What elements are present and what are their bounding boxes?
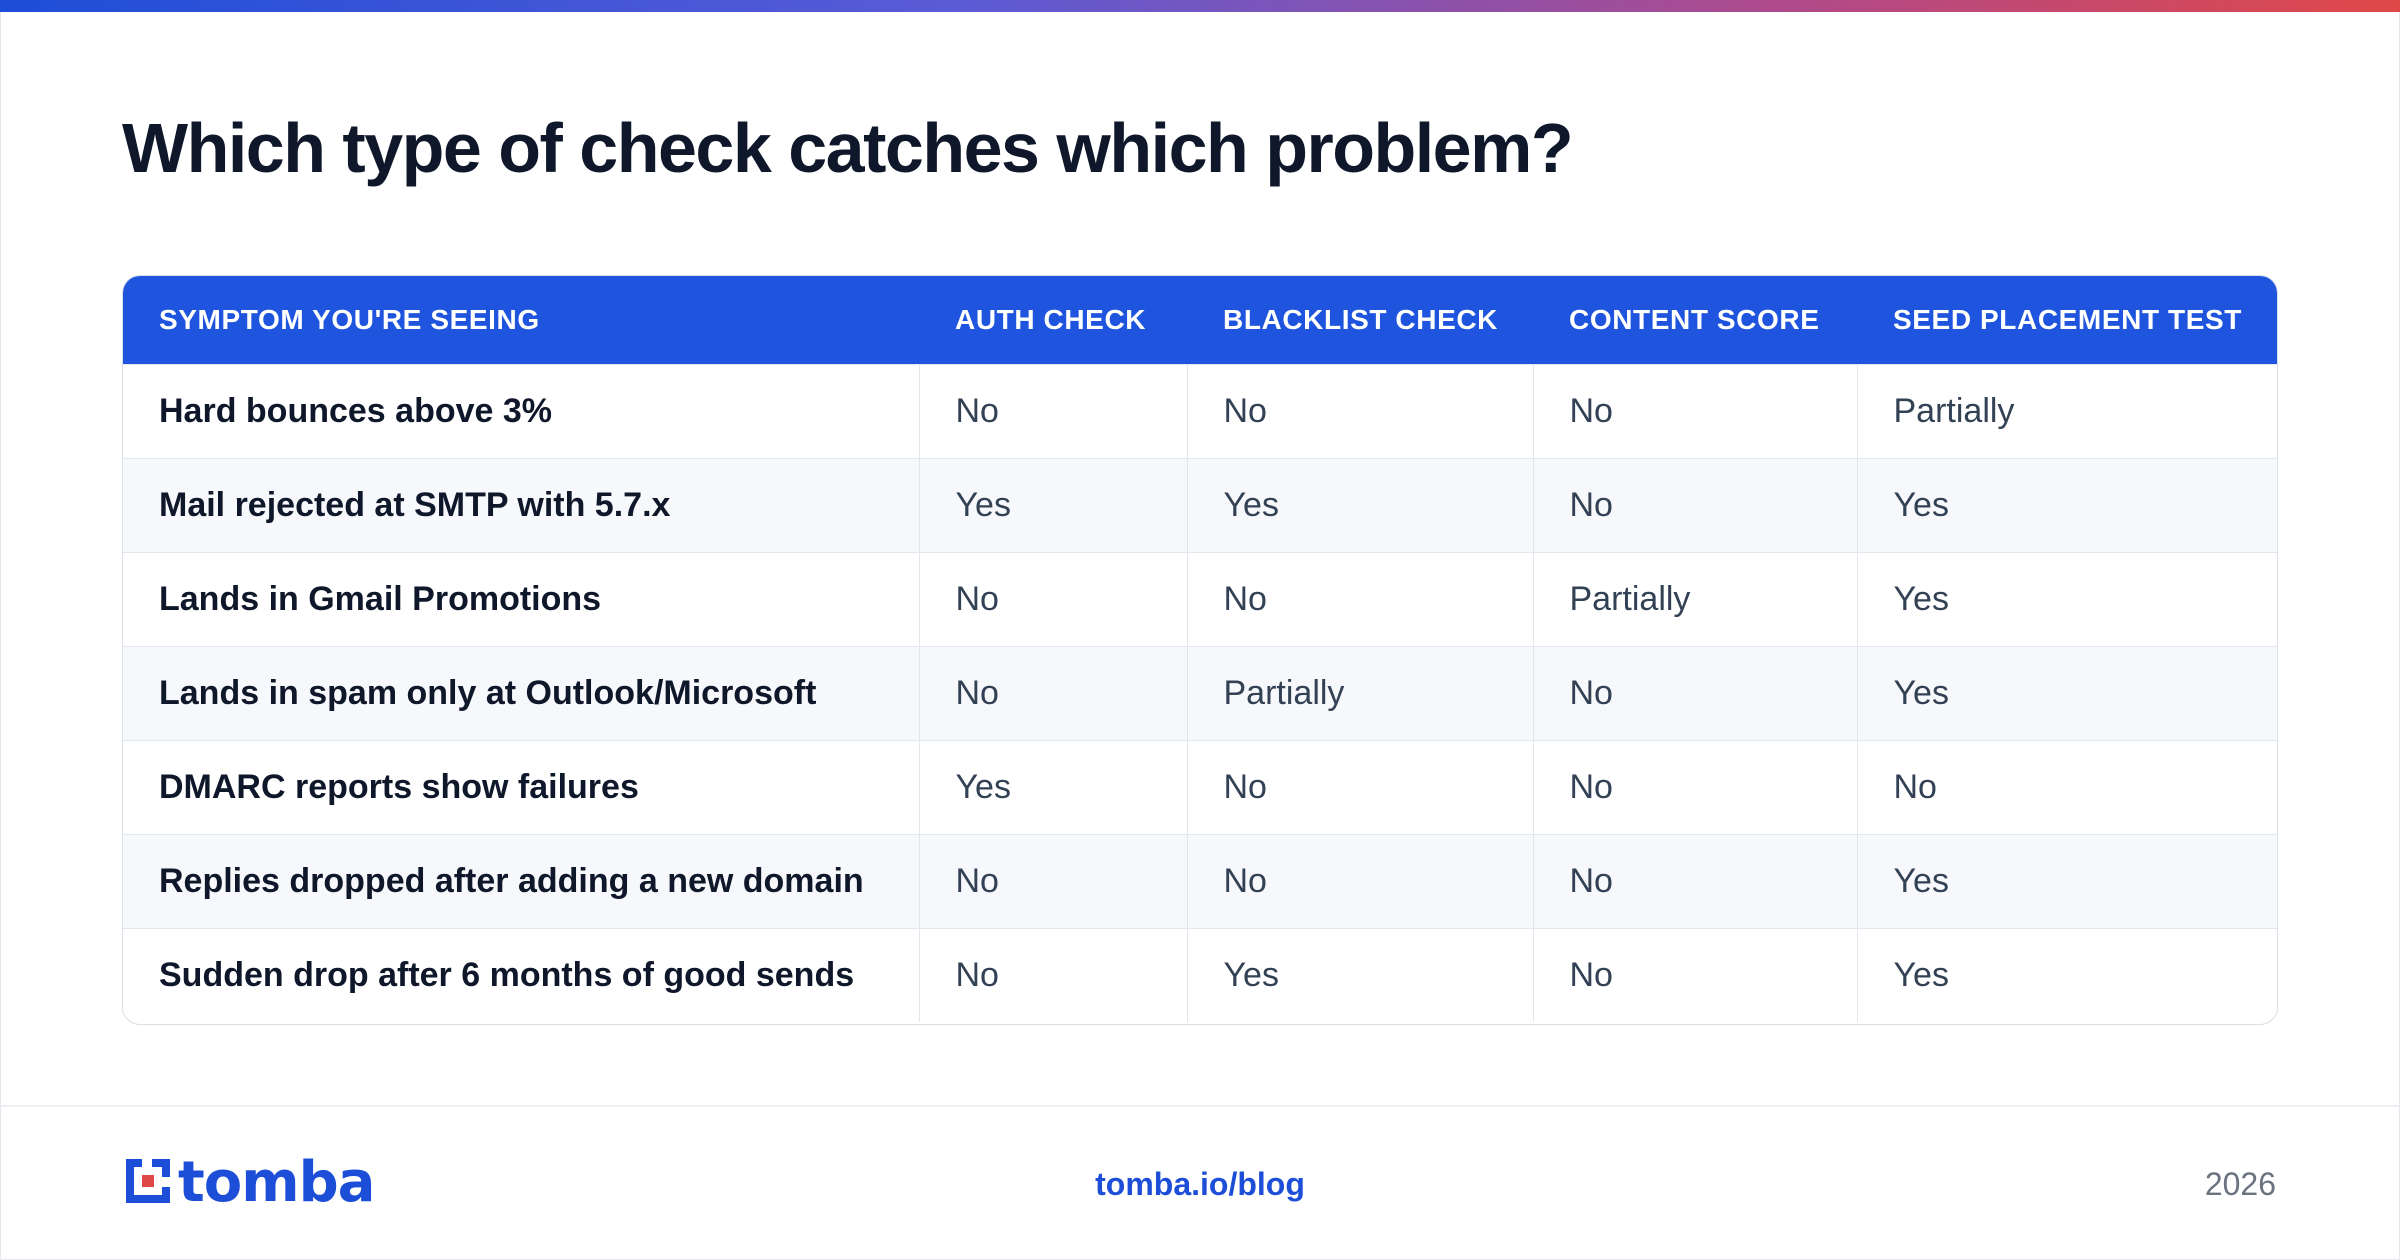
content-score-cell: No [1532, 739, 1857, 834]
content-score-cell: No [1532, 645, 1857, 740]
auth-check-cell: No [918, 551, 1187, 646]
footer-divider [0, 1105, 2400, 1107]
auth-check-cell: No [918, 645, 1187, 740]
symptom-cell: Hard bounces above 3% [123, 363, 919, 458]
gradient-accent-bar [0, 0, 2400, 12]
content-score-cell: No [1532, 457, 1857, 552]
header-blacklist-check: BLACKLIST CHECK [1223, 303, 1498, 335]
blacklist-check-cell: Yes [1186, 457, 1533, 552]
seed-placement-cell: No [1856, 739, 2277, 834]
seed-placement-cell: Yes [1856, 645, 2277, 740]
content-score-cell: No [1532, 833, 1857, 928]
table-row: Sudden drop after 6 months of good sends… [123, 927, 2277, 1022]
auth-check-cell: No [918, 833, 1187, 928]
seed-placement-cell: Yes [1856, 927, 2277, 1022]
auth-check-cell: Yes [918, 739, 1187, 834]
header-content-score: CONTENT SCORE [1569, 303, 1820, 335]
auth-check-cell: No [918, 927, 1187, 1022]
header-seed-placement-test: SEED PLACEMENT TEST [1893, 303, 2242, 335]
content-score-cell: No [1532, 927, 1857, 1022]
blacklist-check-cell: Yes [1186, 927, 1533, 1022]
symptom-cell: Sudden drop after 6 months of good sends [123, 927, 919, 1022]
symptom-cell: Replies dropped after adding a new domai… [123, 833, 919, 928]
table-row: DMARC reports show failures Yes No No No [123, 739, 2277, 834]
seed-placement-cell: Yes [1856, 551, 2277, 646]
page-title: Which type of check catches which proble… [122, 109, 1574, 187]
blog-link[interactable]: tomba.io/blog [1095, 1166, 1305, 1202]
seed-placement-cell: Partially [1856, 363, 2277, 458]
auth-check-cell: Yes [918, 457, 1187, 552]
comparison-table-container: SYMPTOM YOU'RE SEEING AUTH CHECK BLACKLI… [122, 275, 2278, 1025]
table-row: Mail rejected at SMTP with 5.7.x Yes Yes… [123, 457, 2277, 552]
comparison-table: SYMPTOM YOU'RE SEEING AUTH CHECK BLACKLI… [123, 276, 2277, 1022]
symptom-cell: Lands in spam only at Outlook/Microsoft [123, 645, 919, 740]
content-score-cell: Partially [1532, 551, 1857, 646]
content-score-cell: No [1532, 363, 1857, 458]
symptom-cell: Mail rejected at SMTP with 5.7.x [123, 457, 919, 552]
header-auth-check: AUTH CHECK [955, 303, 1147, 335]
blacklist-check-cell: No [1186, 833, 1533, 928]
seed-placement-cell: Yes [1856, 833, 2277, 928]
table-row: Lands in Gmail Promotions No No Partiall… [123, 551, 2277, 646]
table-header-row: SYMPTOM YOU'RE SEEING AUTH CHECK BLACKLI… [123, 276, 2277, 364]
symptom-cell: DMARC reports show failures [123, 739, 919, 834]
symptom-cell: Lands in Gmail Promotions [123, 551, 919, 646]
tomba-logo[interactable]: tomba [122, 1150, 375, 1215]
tomba-logo-icon [122, 1155, 174, 1212]
table-row: Hard bounces above 3% No No No Partially [123, 363, 2277, 458]
table-row: Replies dropped after adding a new domai… [123, 833, 2277, 928]
blacklist-check-cell: Partially [1186, 645, 1533, 740]
footer-year: 2026 [2204, 1166, 2276, 1202]
seed-placement-cell: Yes [1856, 457, 2277, 552]
logo-wordmark: tomba [178, 1150, 375, 1215]
table-row: Lands in spam only at Outlook/Microsoft … [123, 645, 2277, 740]
blacklist-check-cell: No [1186, 363, 1533, 458]
header-symptom: SYMPTOM YOU'RE SEEING [159, 303, 540, 335]
blacklist-check-cell: No [1186, 739, 1533, 834]
blacklist-check-cell: No [1186, 551, 1533, 646]
auth-check-cell: No [918, 363, 1187, 458]
